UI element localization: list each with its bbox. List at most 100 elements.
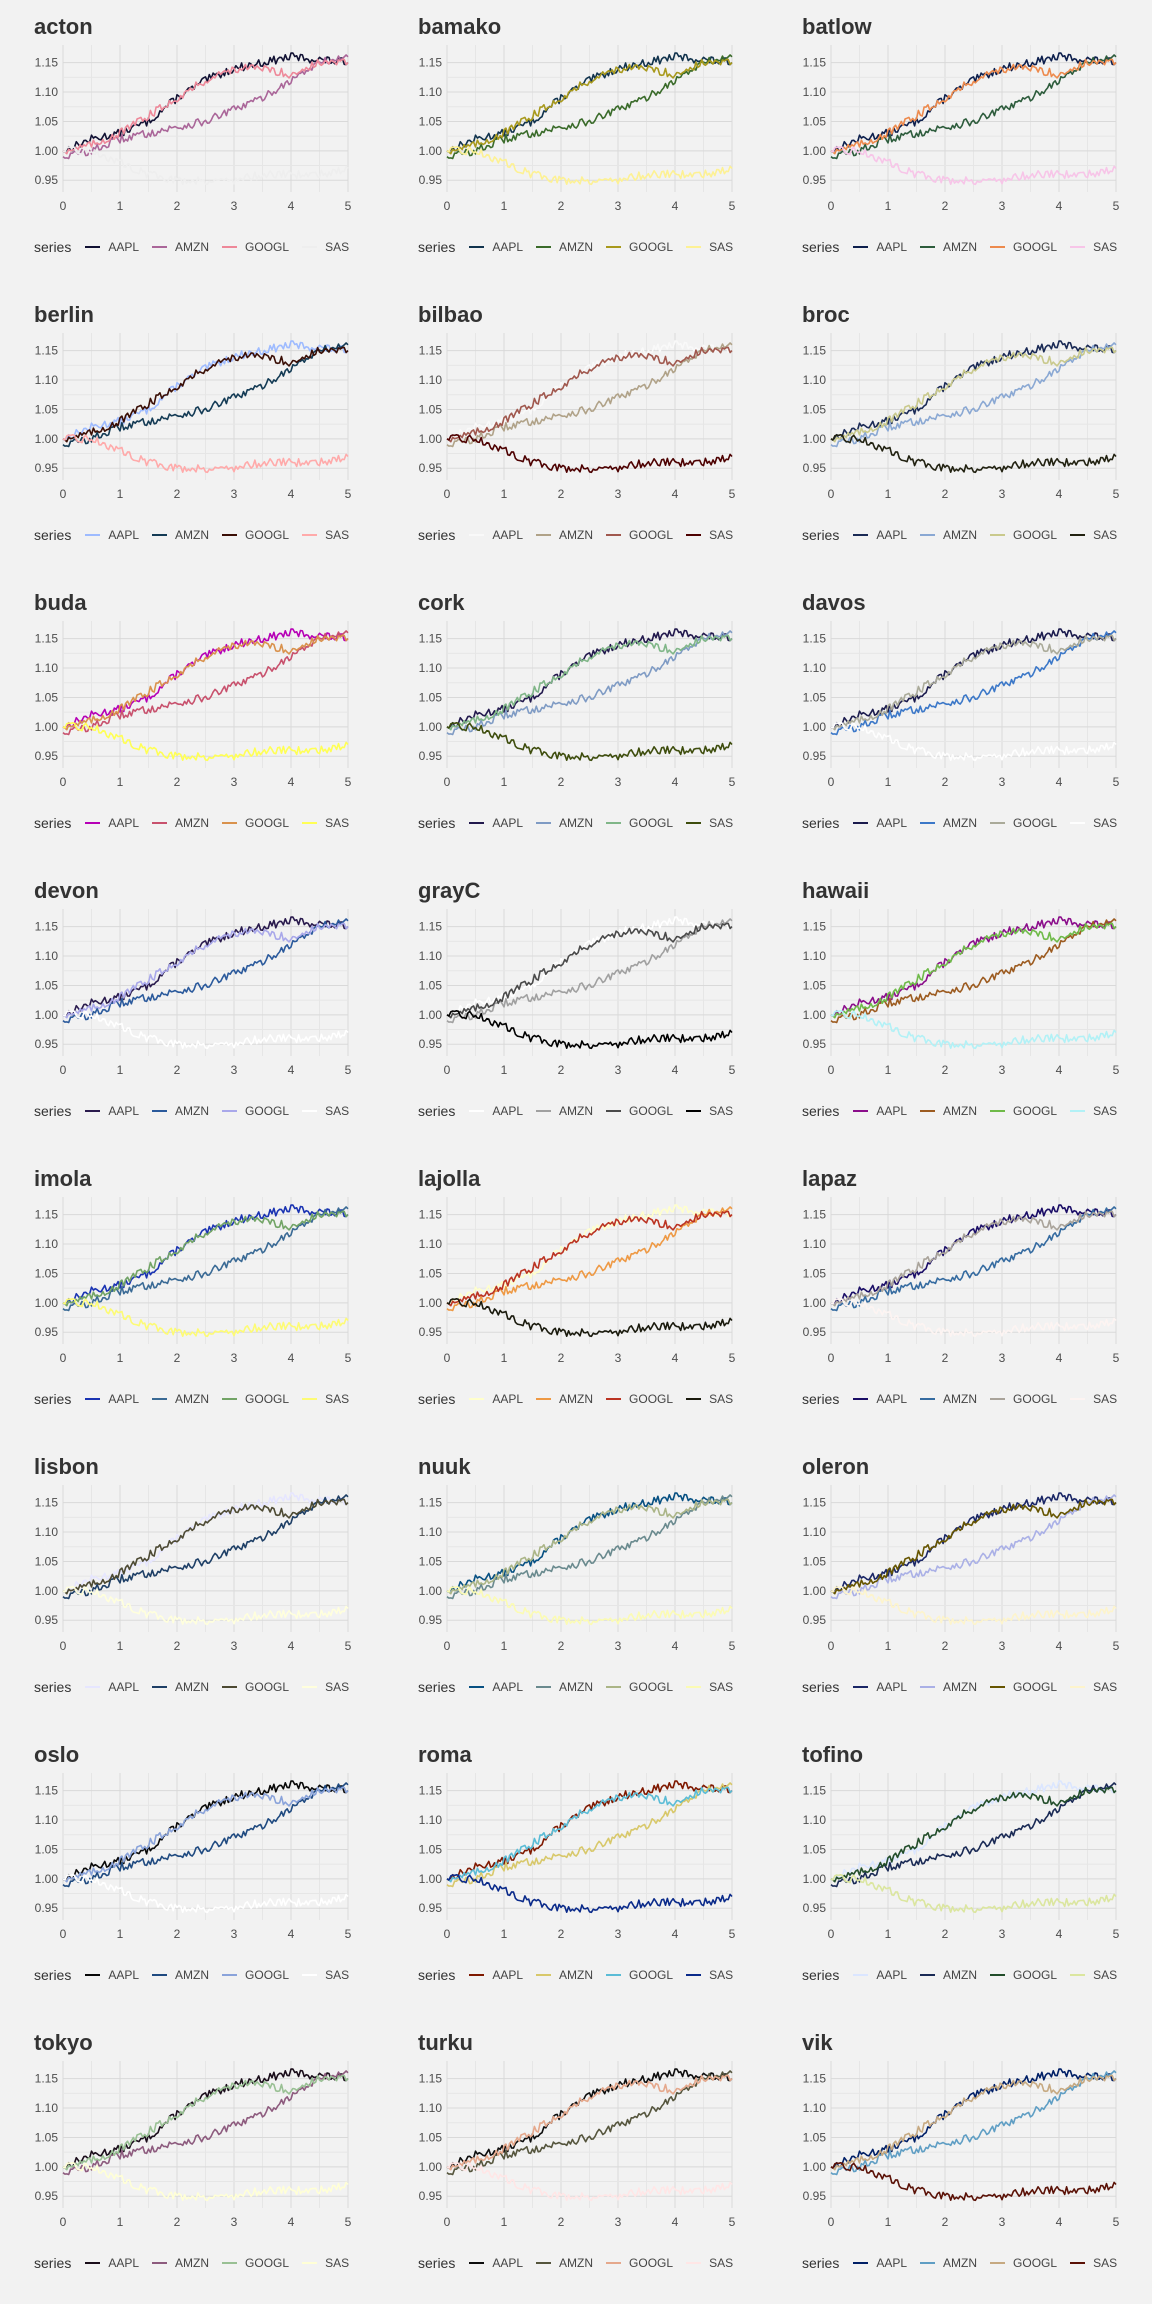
panel-title: grayC — [418, 878, 481, 903]
y-tick-label: 0.95 — [803, 2189, 827, 2203]
x-tick-label: 0 — [828, 199, 835, 213]
panel-title: bilbao — [418, 302, 483, 327]
legend-item: AAPL — [853, 816, 907, 830]
legend-key — [85, 2262, 101, 2264]
legend-label: AMZN — [559, 1968, 594, 1982]
y-tick-label: 1.00 — [803, 144, 827, 158]
legend-key — [536, 1110, 552, 1112]
legend-label: GOOGL — [245, 528, 290, 542]
legend: series AAPL AMZN GOOGL SAS — [34, 239, 349, 255]
x-tick-label: 0 — [444, 199, 451, 213]
legend-item: AAPL — [469, 240, 523, 254]
x-tick-label: 4 — [1056, 775, 1063, 789]
series-line-aapl — [830, 628, 1117, 729]
legend-item: SAS — [302, 1680, 349, 1694]
x-tick-label: 0 — [444, 775, 451, 789]
y-tick-label: 1.05 — [35, 114, 59, 128]
series-line-sas — [830, 2162, 1117, 2202]
series-line-googl — [62, 922, 349, 1019]
legend-label: SAS — [325, 1392, 350, 1406]
x-tick-label: 4 — [672, 199, 679, 213]
series-line-aapl — [830, 1780, 1117, 1881]
legend-label: SAS — [325, 816, 350, 830]
y-tick-label: 1.00 — [803, 1296, 827, 1310]
legend-item: AMZN — [152, 1392, 209, 1406]
legend-label: GOOGL — [629, 1104, 674, 1118]
legend-key — [152, 822, 168, 824]
x-tick-label: 3 — [231, 1063, 238, 1077]
legend-item: AAPL — [853, 1968, 907, 1982]
y-tick-label: 1.10 — [803, 85, 827, 99]
y-tick-label: 1.10 — [419, 1525, 443, 1539]
x-tick-label: 1 — [885, 1063, 892, 1077]
legend-title: series — [802, 2255, 840, 2271]
line-chart: 0 1 2 3 4 5 0.95 1.00 1.05 1.10 1.15 — [803, 2061, 1120, 2229]
legend-item: AAPL — [469, 1104, 523, 1118]
x-tick-label: 3 — [999, 199, 1006, 213]
legend-item: SAS — [686, 528, 733, 542]
legend-item: SAS — [1070, 1392, 1117, 1406]
x-tick-label: 5 — [729, 487, 736, 501]
x-tick-label: 3 — [231, 487, 238, 501]
legend-title: series — [418, 1679, 456, 1695]
legend-label: SAS — [325, 1680, 350, 1694]
legend-label: AAPL — [492, 1680, 524, 1694]
legend-label: AMZN — [943, 528, 978, 542]
x-tick-label: 5 — [345, 1927, 352, 1941]
legend-key — [990, 1974, 1006, 1976]
x-tick-label: 1 — [501, 1063, 508, 1077]
series-line-sas — [62, 146, 349, 186]
line-chart: 0 1 2 3 4 5 0.95 1.00 1.05 1.10 1.15 — [419, 1773, 736, 1941]
legend-item: AMZN — [152, 1968, 209, 1982]
series-line-sas — [62, 434, 349, 474]
x-tick-label: 4 — [1056, 1927, 1063, 1941]
legend-key — [536, 1974, 552, 1976]
line-chart: 0 1 2 3 4 5 0.95 1.00 1.05 1.10 1.15 — [419, 333, 736, 501]
series-line-sas — [62, 1298, 349, 1338]
x-tick-label: 4 — [1056, 487, 1063, 501]
panel-devon: devon 0 1 2 3 4 5 0.95 1.00 1.05 1.10 1.15 series AAP… — [0, 864, 384, 1152]
legend-label: AMZN — [943, 1104, 978, 1118]
legend-key — [686, 822, 702, 824]
x-tick-label: 0 — [444, 1351, 451, 1365]
y-tick-label: 1.00 — [35, 1872, 59, 1886]
legend-label: SAS — [1093, 1680, 1118, 1694]
series-line-sas — [62, 1010, 349, 1050]
legend-item: AAPL — [85, 816, 139, 830]
legend-item: AAPL — [469, 1968, 523, 1982]
x-tick-label: 3 — [615, 199, 622, 213]
y-tick-label: 0.95 — [803, 1325, 827, 1339]
y-tick-label: 1.10 — [419, 85, 443, 99]
x-tick-label: 4 — [1056, 1063, 1063, 1077]
legend-title: series — [34, 1679, 72, 1695]
panel-bilbao: bilbao 0 1 2 3 4 5 0.95 1.00 1.05 1.10 1.15 series AA… — [384, 288, 768, 576]
y-tick-label: 1.15 — [35, 1496, 59, 1510]
series-line-googl — [830, 634, 1117, 731]
legend-title: series — [34, 239, 72, 255]
legend-key — [222, 1686, 238, 1688]
y-tick-label: 1.10 — [35, 2101, 59, 2115]
legend-item: AAPL — [853, 1104, 907, 1118]
panel-title: davos — [802, 590, 866, 615]
legend-key — [920, 822, 936, 824]
legend-title: series — [34, 1967, 72, 1983]
legend-key — [85, 534, 101, 536]
legend-key — [85, 822, 101, 824]
x-tick-label: 4 — [672, 1927, 679, 1941]
x-tick-label: 1 — [117, 1639, 124, 1653]
series-line-googl — [830, 1210, 1117, 1307]
y-tick-label: 0.95 — [803, 1613, 827, 1627]
panel-grayC: grayC 0 1 2 3 4 5 0.95 1.00 1.05 1.10 1.15 series AAP… — [384, 864, 768, 1152]
legend-label: AMZN — [559, 1392, 594, 1406]
series-line-aapl — [830, 916, 1117, 1017]
x-tick-label: 0 — [60, 775, 67, 789]
legend-item: GOOGL — [606, 816, 673, 830]
x-tick-label: 3 — [999, 487, 1006, 501]
legend: series AAPL AMZN GOOGL SAS — [802, 1391, 1117, 1407]
legend-label: SAS — [325, 2256, 350, 2270]
x-tick-label: 2 — [174, 1927, 181, 1941]
legend-key — [302, 246, 318, 248]
x-tick-label: 3 — [231, 2215, 238, 2229]
legend-item: GOOGL — [606, 1680, 673, 1694]
x-tick-label: 1 — [117, 2215, 124, 2229]
